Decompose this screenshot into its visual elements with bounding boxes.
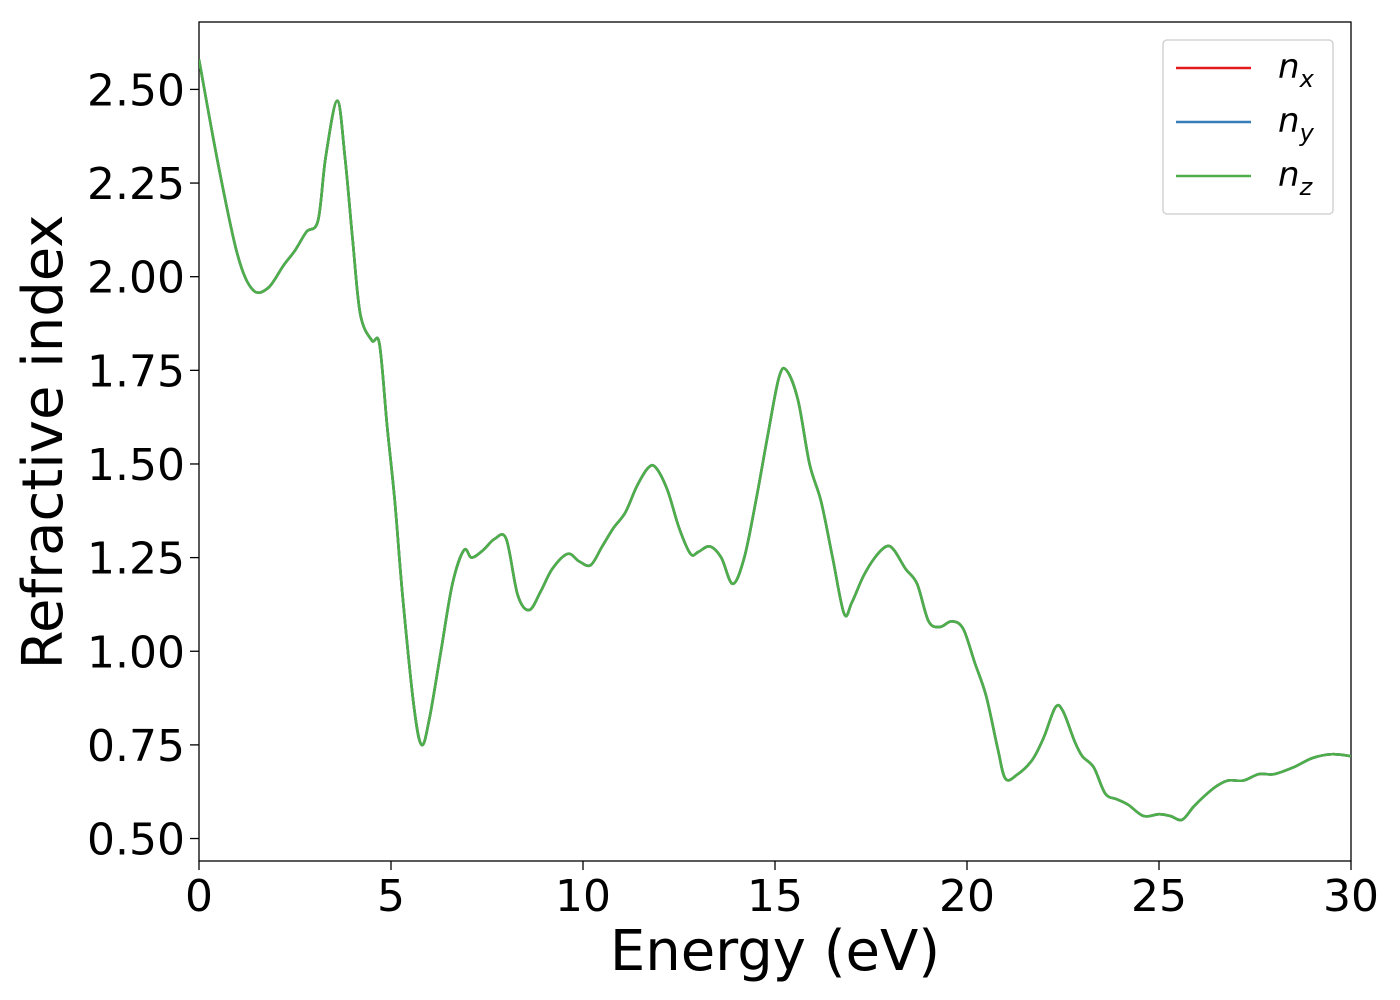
x-tick-label: 20 — [939, 871, 995, 922]
series-line-nz — [199, 59, 1351, 822]
y-tick-label: 1.25 — [87, 534, 185, 585]
y-tick-label: 2.25 — [87, 159, 185, 210]
x-tick-label: 0 — [185, 871, 213, 922]
legend: nx ny nz — [1162, 39, 1334, 215]
x-tick-label: 25 — [1131, 871, 1187, 922]
legend-label-ny: ny — [1278, 101, 1315, 147]
y-axis-title: Refractive index — [11, 215, 76, 670]
y-tick-label: 0.75 — [87, 721, 185, 772]
x-axis-title: Energy (eV) — [610, 919, 940, 984]
x-tick-label: 30 — [1323, 871, 1379, 922]
y-tick-label: 1.75 — [87, 346, 185, 397]
series-layer — [199, 59, 1351, 822]
legend-label-nx: nx — [1278, 47, 1315, 93]
y-tick-label: 1.00 — [87, 627, 185, 678]
x-tick-label: 5 — [377, 871, 405, 922]
legend-label-nz: nz — [1278, 155, 1314, 201]
y-axis: 0.50 0.75 1.00 1.25 1.50 1.75 2.00 2.25 2.50 — [87, 65, 199, 866]
x-axis: 0 5 10 15 20 25 30 — [185, 861, 1379, 922]
x-tick-label: 15 — [747, 871, 803, 922]
x-tick-label: 10 — [555, 871, 611, 922]
legend-box — [1162, 39, 1334, 215]
y-tick-label: 2.50 — [87, 65, 185, 116]
y-tick-label: 2.00 — [87, 253, 185, 304]
y-tick-label: 1.50 — [87, 440, 185, 491]
y-tick-label: 0.50 — [87, 815, 185, 866]
